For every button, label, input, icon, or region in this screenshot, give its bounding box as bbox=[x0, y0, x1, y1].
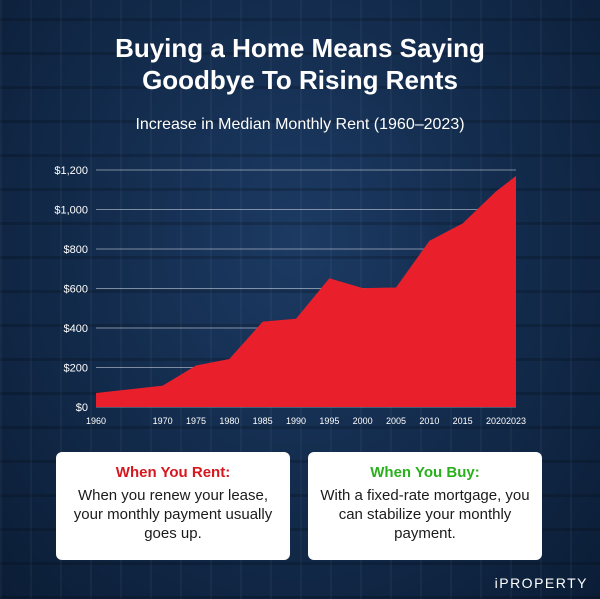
x-tick-label: 1985 bbox=[253, 416, 273, 426]
x-tick-label: 2015 bbox=[453, 416, 473, 426]
rent-card: When You Rent: When you renew your lease… bbox=[56, 452, 290, 560]
x-tick-label: 1995 bbox=[319, 416, 339, 426]
area-series bbox=[95, 175, 517, 407]
y-tick-label: $1,200 bbox=[54, 165, 88, 177]
title-line-1: Buying a Home Means Saying bbox=[115, 33, 485, 63]
x-tick-label: 1975 bbox=[186, 416, 206, 426]
y-axis-ticks: $0 $200 $400 $600 $800 $1,000 $1,200 bbox=[54, 165, 88, 414]
x-tick-label: 2000 bbox=[353, 416, 373, 426]
y-tick-label: $1,000 bbox=[54, 205, 88, 217]
brand-logo-text: iPROPERTY bbox=[494, 575, 588, 591]
y-tick-label: $0 bbox=[76, 402, 88, 414]
buy-card-heading: When You Buy: bbox=[370, 464, 480, 481]
x-tick-label: 2023 bbox=[506, 416, 526, 426]
rent-card-heading: When You Rent: bbox=[115, 464, 231, 481]
page-title: Buying a Home Means Saying Goodbye To Ri… bbox=[0, 32, 600, 96]
rent-area bbox=[96, 175, 516, 407]
x-tick-label: 1960 bbox=[86, 416, 106, 426]
x-tick-label: 2005 bbox=[386, 416, 406, 426]
rent-card-body: When you renew your lease, your monthly … bbox=[73, 487, 273, 542]
title-line-2: Goodbye To Rising Rents bbox=[142, 65, 458, 95]
y-tick-label: $200 bbox=[64, 363, 88, 375]
buy-card: When You Buy: With a fixed-rate mortgage… bbox=[308, 452, 542, 560]
y-tick-label: $400 bbox=[64, 323, 88, 335]
buy-card-body: With a fixed-rate mortgage, you can stab… bbox=[320, 487, 530, 542]
x-axis-ticks: 1960 1970 1975 1980 1985 1990 1995 2000 2005 2010… bbox=[86, 416, 526, 426]
rent-area-chart: $0$200$400$600$800$1,000$1,200 1960 1970 1… bbox=[54, 165, 526, 426]
y-tick-label: $800 bbox=[64, 244, 88, 256]
x-tick-label: 2010 bbox=[419, 416, 439, 426]
x-tick-label: 1980 bbox=[219, 416, 239, 426]
x-tick-label: 1990 bbox=[286, 416, 306, 426]
x-tick-label: 1970 bbox=[153, 416, 173, 426]
y-tick-label: $600 bbox=[64, 284, 88, 296]
x-tick-label: 2020 bbox=[486, 416, 506, 426]
chart-title: Increase in Median Monthly Rent (1960–20… bbox=[135, 116, 465, 133]
